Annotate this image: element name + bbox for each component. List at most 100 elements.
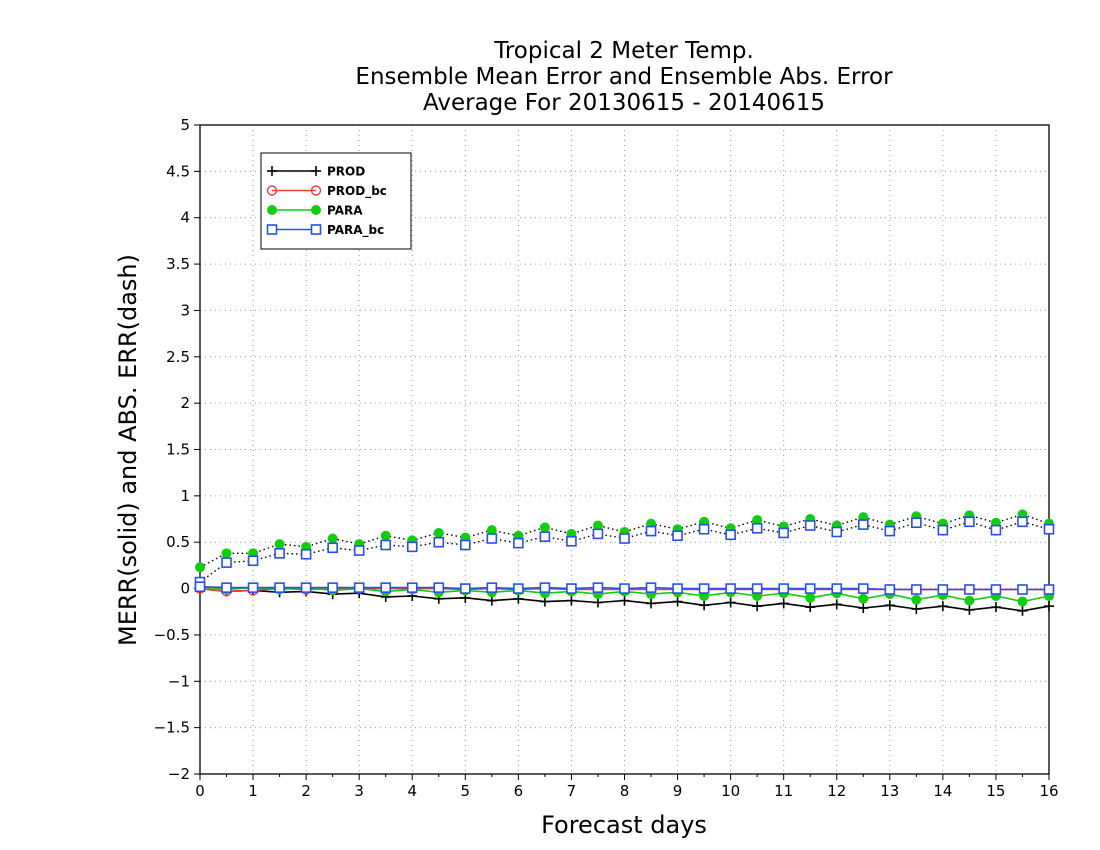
- data-point-para-bc: [460, 539, 471, 551]
- data-point-para-bc: [486, 533, 498, 544]
- data-point-prod: [646, 598, 657, 609]
- x-tick-label: 1: [248, 782, 258, 800]
- data-point-para-bc: [645, 525, 657, 537]
- data-point-prod: [1044, 601, 1054, 612]
- x-tick-label: 10: [721, 782, 740, 800]
- series-para-bc-abs-err: [194, 516, 1055, 588]
- data-point-prod: [699, 600, 710, 611]
- data-point-para-bc: [831, 583, 843, 594]
- series-group: [194, 509, 1055, 616]
- data-point-para: [805, 592, 816, 603]
- data-point-prod: [725, 597, 736, 608]
- data-point-para-bc: [778, 527, 789, 539]
- x-tick-label: 12: [827, 782, 846, 800]
- data-point-para-bc: [406, 582, 418, 593]
- data-point-para: [195, 562, 205, 573]
- data-point-para-bc: [486, 582, 498, 593]
- data-point-prod: [805, 602, 816, 613]
- data-point-para: [380, 530, 391, 541]
- data-point-para-bc: [300, 548, 312, 560]
- legend-marker-prod: [311, 166, 321, 176]
- x-tick-label: 16: [1039, 782, 1058, 800]
- legend-label-para-bc: PARA_bc: [327, 223, 384, 238]
- y-tick-label: −1: [168, 672, 190, 690]
- series-para-bc-mean-err: [194, 581, 1055, 595]
- y-tick-label: 1.5: [166, 441, 190, 459]
- data-point-para-bc: [857, 583, 869, 594]
- title-line-1: Tropical 2 Meter Temp.: [493, 38, 754, 64]
- data-point-prod: [752, 601, 763, 612]
- data-point-prod: [884, 600, 895, 611]
- legend-marker-prod-bc: [310, 185, 322, 196]
- data-point-para-bc: [804, 583, 816, 594]
- data-point-para: [911, 594, 922, 605]
- series-prod-mean-err: [195, 583, 1054, 616]
- data-point-prod: [964, 604, 975, 615]
- data-point-para-bc: [274, 582, 285, 593]
- title-line-3: Average For 20130615 - 20140615: [423, 90, 825, 116]
- data-point-para-bc: [937, 524, 949, 536]
- data-point-para-bc: [539, 531, 551, 542]
- data-point-prod: [1017, 605, 1028, 616]
- legend-marker-prod: [267, 166, 277, 176]
- data-point-para-bc: [698, 523, 710, 535]
- series-line-para-abs-err: [199, 513, 1050, 568]
- data-point-para-bc: [751, 523, 763, 534]
- data-point-para-bc: [990, 584, 1002, 595]
- data-point-prod: [486, 595, 497, 606]
- data-point-prod: [937, 601, 948, 612]
- data-point-para-bc: [566, 583, 577, 594]
- data-point-para-bc: [221, 582, 232, 593]
- data-point-para-bc: [539, 582, 551, 593]
- x-tick-label: 7: [567, 782, 577, 800]
- data-point-para-bc: [911, 517, 922, 529]
- y-tick-label: 0.5: [166, 533, 190, 551]
- data-point-para-bc: [592, 582, 604, 593]
- data-point-para-bc: [300, 582, 312, 593]
- y-tick-label: 2.5: [166, 348, 190, 366]
- data-point-para-bc: [380, 582, 392, 593]
- data-point-para-bc: [380, 539, 392, 551]
- data-point-para-bc: [327, 542, 338, 554]
- data-point-para: [592, 520, 603, 531]
- data-point-para-bc: [1043, 584, 1055, 595]
- data-point-prod: [592, 597, 603, 608]
- y-tick-label: 4: [180, 209, 190, 227]
- legend-box: [260, 152, 412, 250]
- data-point-prod: [858, 603, 869, 614]
- x-tick-label: 15: [986, 782, 1005, 800]
- legend-label-para: PARA: [327, 204, 363, 218]
- data-point-prod: [513, 593, 524, 604]
- data-point-para-bc: [698, 583, 710, 594]
- data-point-para-bc: [1017, 584, 1028, 595]
- x-tick-label: 14: [933, 782, 952, 800]
- x-axis-label: Forecast days: [541, 811, 707, 839]
- data-point-para-bc: [751, 583, 763, 594]
- data-point-para-bc: [725, 583, 736, 594]
- data-point-para-bc: [274, 548, 285, 559]
- data-point-para-bc: [327, 582, 338, 593]
- data-point-para-bc: [513, 537, 524, 549]
- x-tick-label: 9: [673, 782, 683, 800]
- data-point-para: [274, 539, 285, 550]
- x-tick-label: 5: [461, 782, 471, 800]
- x-tick-label: 2: [301, 782, 311, 800]
- data-point-para: [858, 593, 869, 604]
- title-line-2: Ensemble Mean Error and Ensemble Abs. Er…: [355, 64, 893, 90]
- axis-ticks: 0 1 2 3 4 5 6 7 8 9 10 11 12 13 14 15 1654.543.532.521.5…: [154, 116, 1059, 800]
- data-point-para-bc: [619, 583, 630, 594]
- legend-marker-para-bc: [266, 224, 278, 235]
- y-tick-label: −1.5: [154, 719, 190, 737]
- data-point-para-bc: [778, 583, 789, 594]
- y-tick-label: 5: [180, 116, 190, 134]
- data-point-para-bc: [672, 583, 683, 594]
- data-point-para-bc: [513, 583, 524, 594]
- data-point-para-bc: [804, 520, 816, 531]
- data-point-para-bc: [433, 536, 445, 548]
- chart-title: Tropical 2 Meter Temp. Ensemble Mean Err…: [355, 38, 893, 116]
- y-tick-label: 3: [180, 301, 190, 319]
- data-point-prod: [911, 603, 922, 614]
- y-axis-label: MERR(solid) and ABS. ERR(dash): [114, 254, 142, 646]
- data-point-para-bc: [247, 555, 259, 567]
